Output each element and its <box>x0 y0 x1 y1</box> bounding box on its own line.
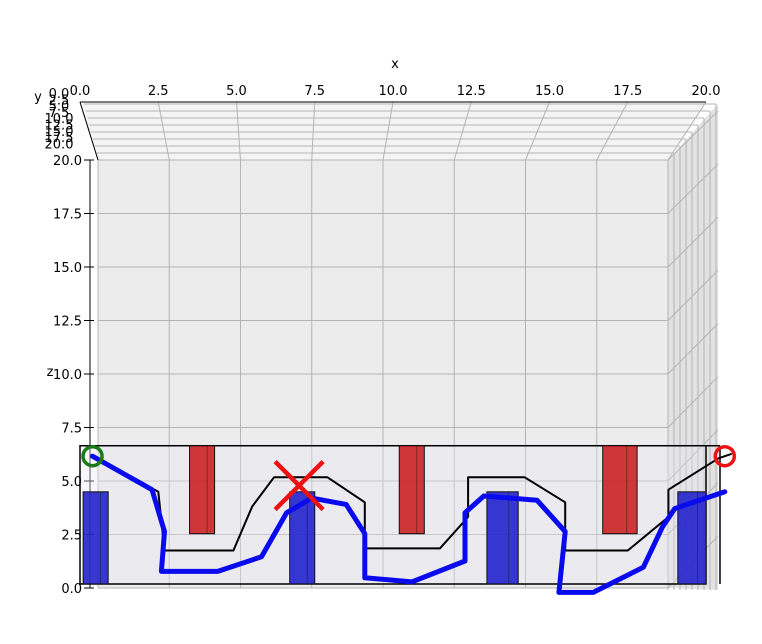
y-tick-label: 0.0 <box>49 87 70 102</box>
obstacles <box>79 444 721 585</box>
y-tick-label: 5.0 <box>49 100 70 115</box>
paths <box>90 453 732 595</box>
z-tick-label: 2.5 <box>61 529 82 544</box>
obstacle-block <box>189 445 216 535</box>
grid-line-x-top <box>453 101 472 161</box>
obstacle-block <box>398 445 425 535</box>
grid-line-x-top <box>596 101 629 161</box>
y-tick-label: 15.0 <box>45 125 74 140</box>
obstacle-block <box>82 491 109 585</box>
y-axis-label: y <box>34 90 42 105</box>
grid-line-x-top <box>311 101 316 161</box>
x-tick-label: 2.5 <box>148 84 169 99</box>
y-tick-label: 12.5 <box>45 119 74 134</box>
x-axis-label: x <box>391 57 399 72</box>
x-tick-label: 5.0 <box>226 84 247 99</box>
grid-line-z-side <box>667 216 719 268</box>
collision-x-marker <box>273 459 325 512</box>
grid-line-x-top <box>525 101 550 161</box>
x-tick-label: 20.0 <box>692 84 721 99</box>
z-tick-label: 10.0 <box>53 368 82 383</box>
y-tick-label: 17.5 <box>45 131 74 146</box>
z-tick-label: 12.5 <box>53 315 82 330</box>
grid-line-x-top <box>236 101 241 161</box>
x-stroke <box>273 459 325 512</box>
goal-marker <box>713 444 737 468</box>
x-tick-label: 0.0 <box>70 84 91 99</box>
grid-line-z-side <box>667 163 719 214</box>
z-tick-label: 0.0 <box>61 582 82 597</box>
trajectory-path-line <box>90 453 728 595</box>
start-marker <box>81 444 104 468</box>
grid-line-z-side <box>667 429 719 482</box>
x-tick-label: 17.5 <box>613 84 642 99</box>
x-tick-label: 10.0 <box>379 84 408 99</box>
x-tick-label: 12.5 <box>457 84 486 99</box>
grid-line-x-top <box>667 101 707 161</box>
grid-line-z-side <box>667 323 719 375</box>
x-tick-label: 15.0 <box>535 84 564 99</box>
z-tick-label: 5.0 <box>61 475 82 490</box>
obstacle-block <box>602 445 638 535</box>
y-tick-label: 7.5 <box>49 106 70 121</box>
y-tick-label: 20.0 <box>45 137 74 152</box>
grid-line-x-top <box>157 101 170 161</box>
markers <box>81 444 737 512</box>
reference-path-line <box>91 453 732 552</box>
grid-line-x-top <box>382 101 394 161</box>
grid-line-z-side <box>667 270 719 321</box>
obstacle-block <box>486 491 519 585</box>
z-tick-label: 17.5 <box>53 208 82 223</box>
grid-line-z-side <box>667 110 719 161</box>
y-tick-label: 10.0 <box>45 112 74 127</box>
z-tick-label: 20.0 <box>53 154 82 169</box>
z-tick-label: 15.0 <box>53 261 82 276</box>
x-tick-label: 7.5 <box>304 84 325 99</box>
y-axis-line <box>79 101 99 161</box>
grid-line-z-side <box>667 376 719 428</box>
scene-box <box>79 444 707 585</box>
z-tick-label: 7.5 <box>61 422 82 437</box>
tick-labels: 0.0 2.5 5.0 7.5 10.0 12.5 15.0 17.5 20.00.02.55.… <box>45 84 721 597</box>
z-axis-label: z <box>47 365 54 380</box>
y-tick-label: 2.5 <box>49 93 70 108</box>
